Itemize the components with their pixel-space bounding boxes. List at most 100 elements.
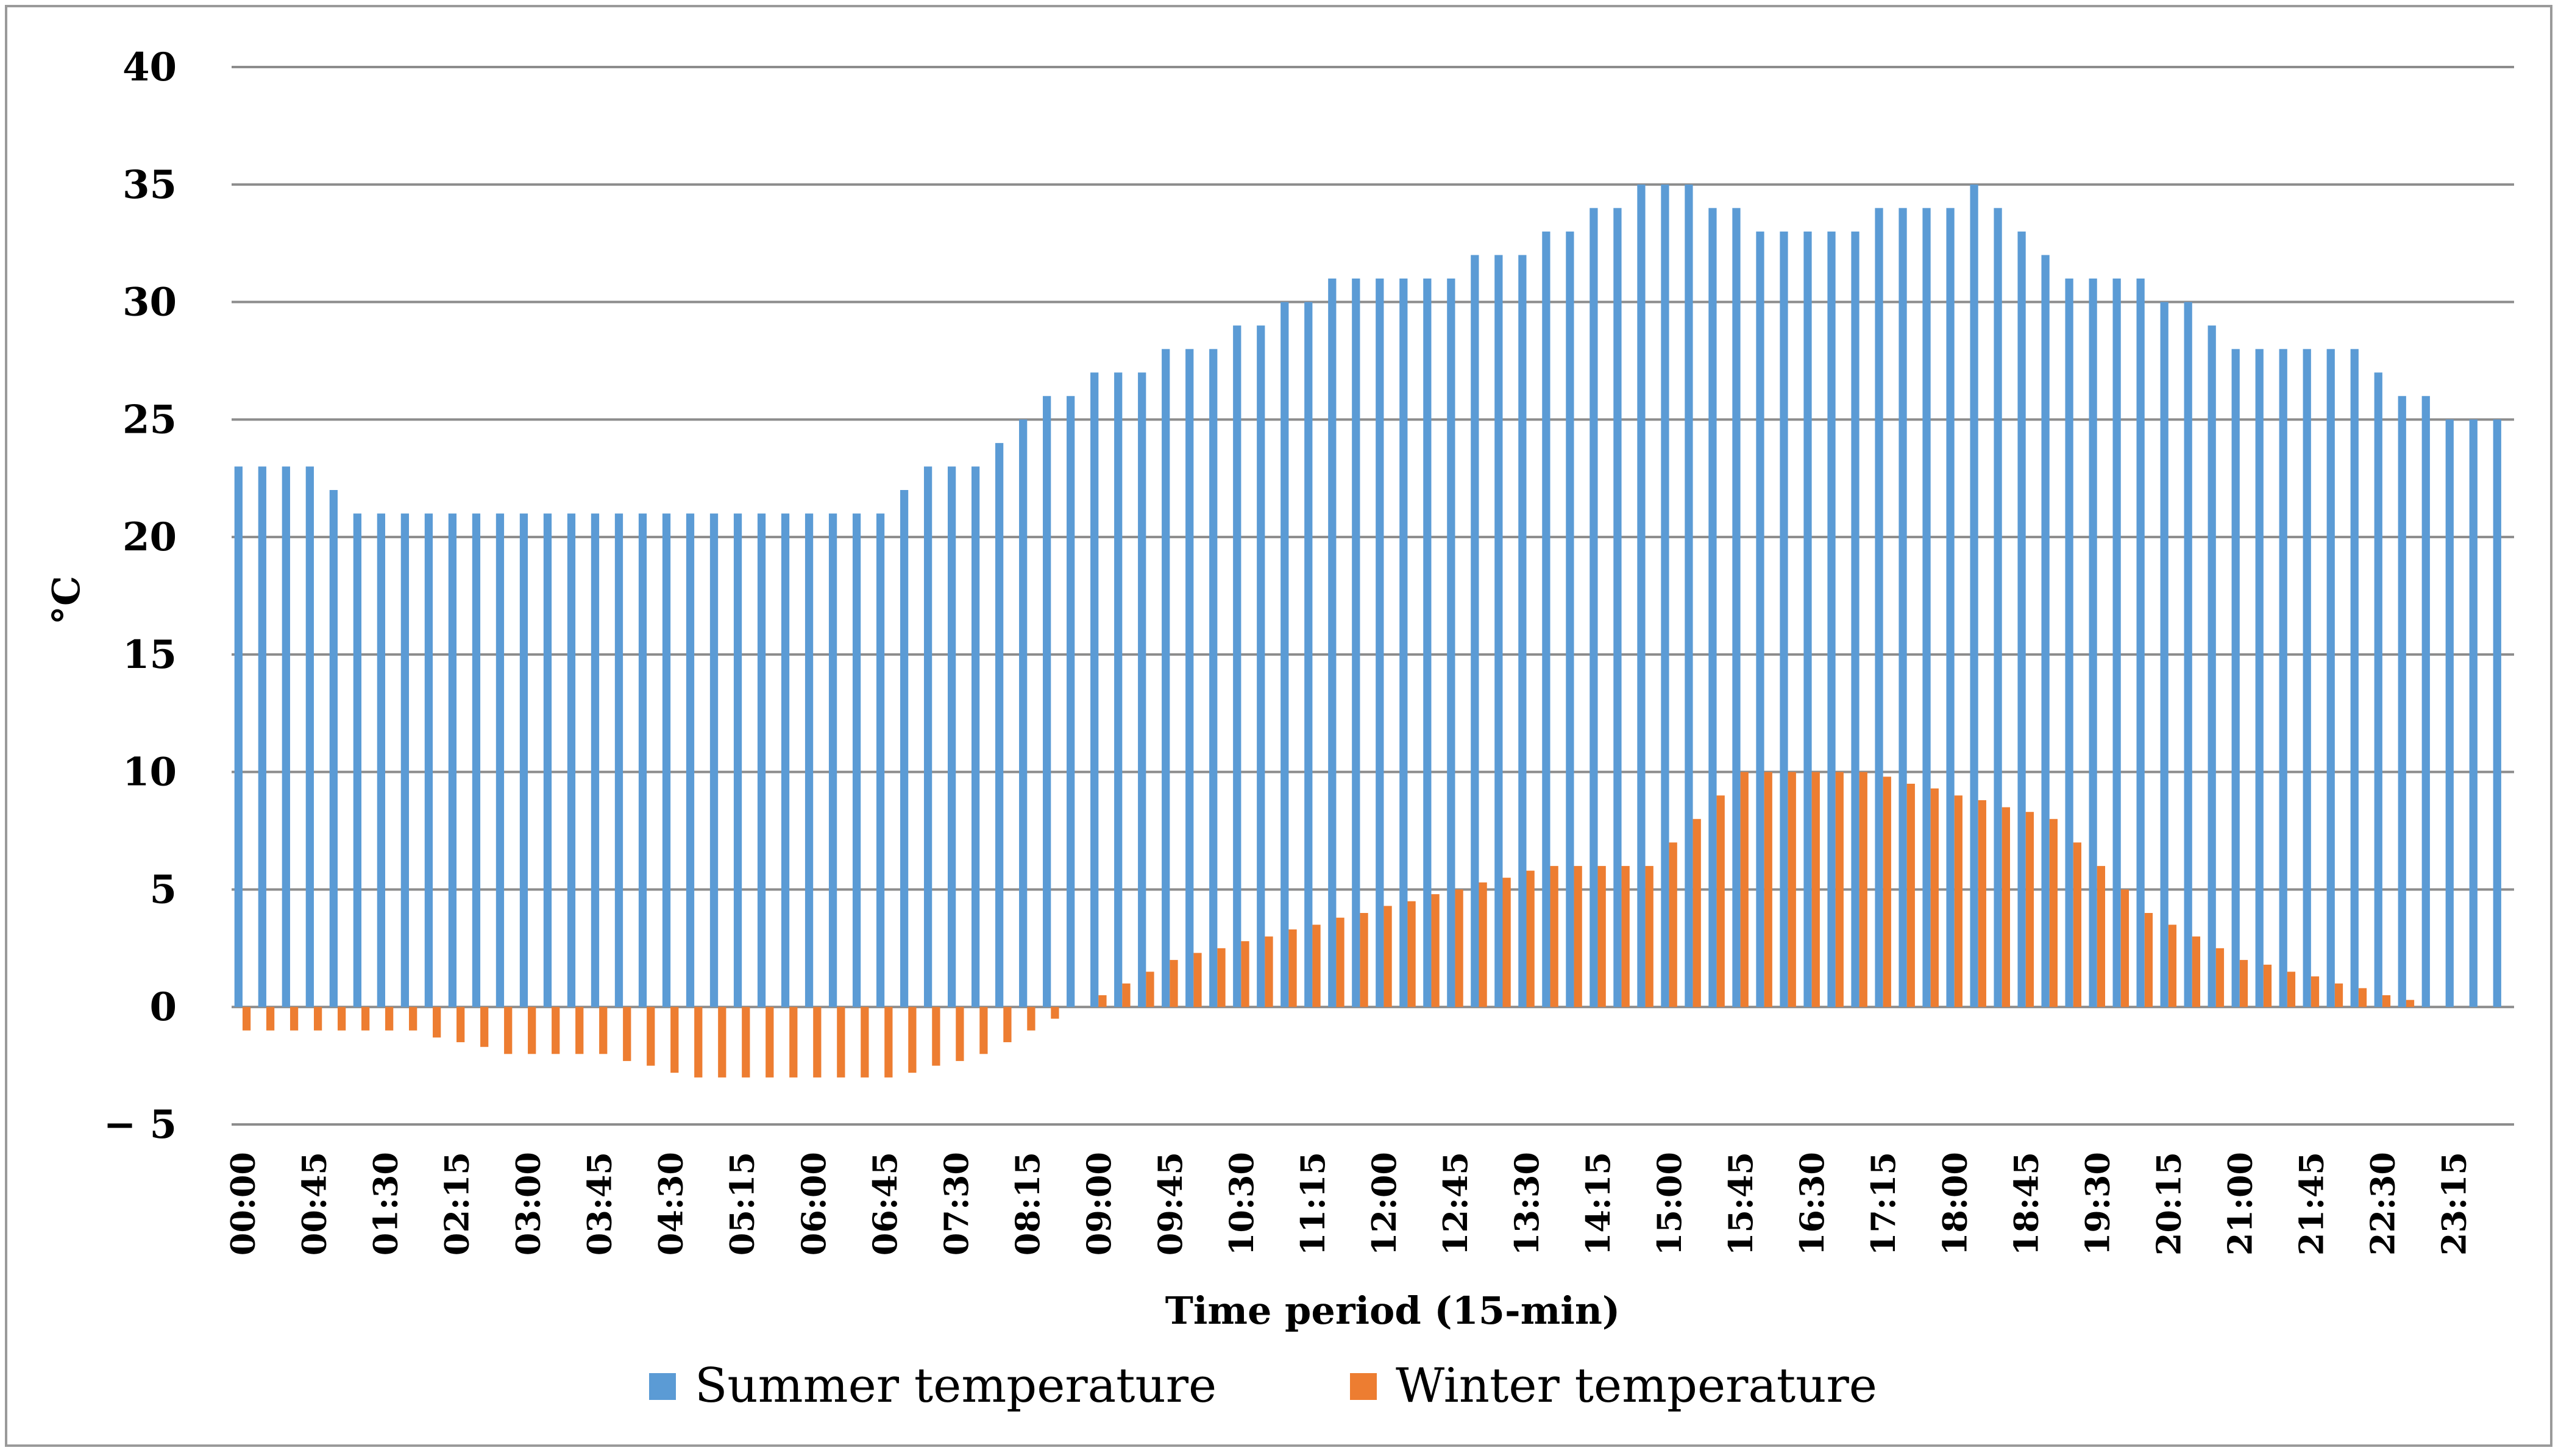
summer-bar — [1233, 325, 1241, 1007]
x-tick-label: 21:00 — [2220, 1152, 2259, 1255]
summer-bar — [519, 513, 528, 1007]
winter-bar — [1360, 913, 1368, 1007]
summer-bar — [1685, 184, 1693, 1007]
summer-bar — [2231, 349, 2240, 1007]
summer-bar — [2421, 396, 2430, 1007]
summer-bar — [614, 513, 623, 1007]
winter-bar — [647, 1007, 655, 1066]
summer-bar — [1661, 184, 1669, 1007]
winter-bar — [1336, 917, 1344, 1007]
summer-bar — [971, 466, 980, 1007]
summer-bar — [1043, 396, 1051, 1007]
winter-bar — [2002, 807, 2010, 1007]
winter-bar — [1716, 795, 1725, 1007]
winter-bar — [932, 1007, 940, 1066]
summer-bar — [305, 466, 314, 1007]
summer-bar — [1352, 279, 1360, 1007]
summer-bar — [1803, 231, 1812, 1007]
winter-legend-swatch — [1350, 1373, 1377, 1400]
winter-bar — [1906, 783, 1915, 1007]
summer-bar — [757, 513, 766, 1007]
x-tick-label: 11:15 — [1293, 1152, 1332, 1255]
winter-bar — [1502, 878, 1511, 1007]
summer-bar — [1399, 279, 1408, 1007]
summer-bar — [686, 513, 695, 1007]
x-axis-ticks: 00:00 00:45 01:30 02:15 03:00 03:45 04:30 05:15… — [224, 1152, 2474, 1255]
winter-bar — [2406, 1000, 2415, 1007]
summer-bar — [1090, 372, 1099, 1007]
summer-bar — [424, 513, 433, 1007]
summer-bar — [2326, 349, 2335, 1007]
winter-bar — [694, 1007, 703, 1078]
x-tick-label: 13:30 — [1507, 1152, 1546, 1255]
summer-bar — [377, 513, 385, 1007]
y-tick-label: 35 — [123, 162, 177, 208]
winter-legend-label: Winter temperature — [1396, 1358, 1877, 1413]
winter-bar — [623, 1007, 631, 1061]
winter-bar — [2334, 983, 2343, 1007]
summer-bar — [1209, 349, 1218, 1007]
summer-bar — [2303, 349, 2311, 1007]
winter-bar — [1883, 776, 1891, 1007]
x-tick-label: 00:00 — [224, 1152, 263, 1255]
winter-bar — [1407, 901, 1416, 1007]
summer-bar — [472, 513, 481, 1007]
y-tick-label: 40 — [123, 44, 177, 90]
summer-bar — [2255, 349, 2264, 1007]
x-tick-label: 18:45 — [2006, 1152, 2045, 1255]
bars — [234, 184, 2501, 1078]
winter-bar — [789, 1007, 798, 1078]
summer-bar — [1138, 372, 1146, 1007]
winter-bar — [575, 1007, 584, 1054]
summer-bar — [1423, 279, 1432, 1007]
y-tick-label: 10 — [123, 750, 177, 795]
y-tick-label: 25 — [123, 397, 177, 442]
summer-bar — [2493, 419, 2501, 1007]
summer-legend-label: Summer temperature — [695, 1358, 1217, 1413]
winter-bar — [1574, 865, 1582, 1007]
summer-bar — [876, 513, 885, 1007]
y-axis-title: °C — [44, 576, 88, 625]
summer-bar — [2017, 231, 2026, 1007]
winter-bar — [1288, 929, 1297, 1007]
winter-bar — [528, 1007, 536, 1054]
summer-bar — [805, 513, 814, 1007]
summer-bar — [1494, 255, 1503, 1007]
summer-bar — [496, 513, 505, 1007]
summer-bar — [1280, 302, 1289, 1007]
summer-bar — [1708, 208, 1717, 1007]
winter-bar — [1265, 936, 1273, 1007]
summer-bar — [2279, 349, 2287, 1007]
winter-bar — [2215, 948, 2225, 1007]
x-tick-label: 09:45 — [1151, 1152, 1190, 1255]
summer-bar — [1447, 279, 1455, 1007]
summer-bar — [1851, 231, 1859, 1007]
winter-bar — [956, 1007, 964, 1061]
winter-bar — [1954, 795, 1962, 1007]
winter-bar — [813, 1007, 822, 1078]
x-tick-label: 01:30 — [366, 1152, 405, 1255]
y-tick-label: − 5 — [104, 1102, 177, 1148]
y-tick-label: 20 — [123, 514, 177, 560]
x-tick-label: 09:00 — [1079, 1152, 1118, 1255]
summer-bar — [2374, 372, 2382, 1007]
winter-bar — [2049, 819, 2058, 1007]
summer-bar — [2184, 302, 2192, 1007]
winter-bar — [289, 1007, 299, 1031]
summer-bar — [2136, 279, 2145, 1007]
summer-bar — [1162, 349, 1170, 1007]
summer-bar — [923, 466, 932, 1007]
summer-bar — [1019, 419, 1028, 1007]
winter-bar — [1027, 1007, 1035, 1031]
summer-bar — [2350, 349, 2359, 1007]
summer-bar — [1875, 208, 1883, 1007]
summer-bar — [1827, 231, 1836, 1007]
x-tick-label: 15:00 — [1650, 1152, 1689, 1255]
summer-bar — [1590, 208, 1598, 1007]
winter-bar — [718, 1007, 726, 1078]
winter-bar — [2073, 842, 2082, 1007]
summer-bar — [543, 513, 552, 1007]
winter-bar — [979, 1007, 988, 1054]
winter-bar — [861, 1007, 869, 1078]
